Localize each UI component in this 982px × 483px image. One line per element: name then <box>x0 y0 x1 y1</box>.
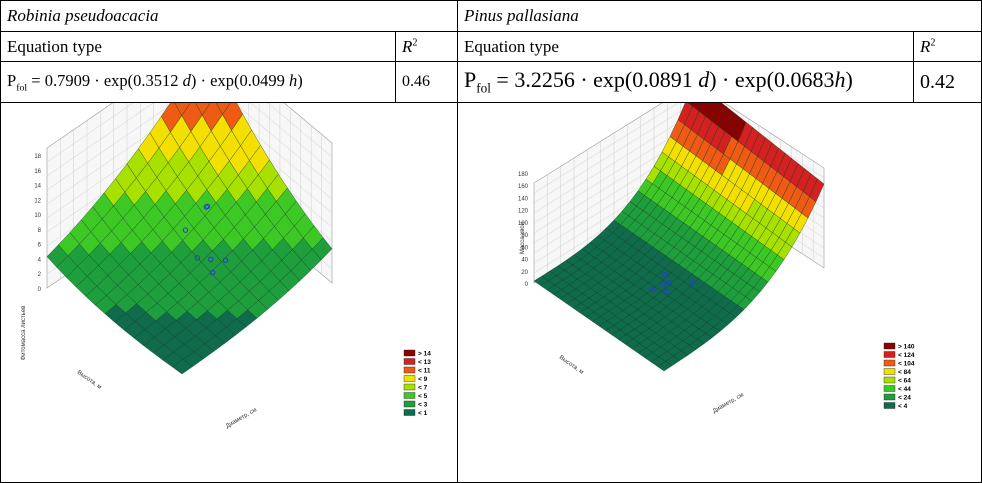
legend-label: < 13 <box>418 359 431 366</box>
legend-swatch <box>403 375 416 382</box>
surface-patch <box>692 103 703 112</box>
surface-plot-pinus: 0 20 40 60 80 100 120 140 160 180 Масса хвои Высота… <box>518 103 915 415</box>
legend-label: < 7 <box>418 385 428 392</box>
surface-plot-cell-pinus: 0 20 40 60 80 100 120 140 160 180 Масса хвои Высота… <box>456 102 982 483</box>
z-tick-label: 4 <box>38 257 42 263</box>
surface-patch <box>698 103 711 117</box>
legend-label: < 84 <box>898 369 911 376</box>
z-axis-label: Фитомасса листьев <box>21 306 27 361</box>
z-tick-label: 0 <box>38 287 42 293</box>
observation-point <box>204 203 211 210</box>
equation-type-header-left: Equation type <box>0 31 396 62</box>
r2-value-pinus: 0.42 <box>912 61 982 103</box>
z-tick-label: 20 <box>521 270 528 276</box>
legend-label: < 24 <box>898 395 911 402</box>
surface-patch <box>195 103 211 116</box>
z-tick-label: 6 <box>38 243 42 249</box>
z-tick-label: 16 <box>34 169 41 175</box>
legend-swatch <box>883 393 896 401</box>
legend-label: < 3 <box>418 402 428 409</box>
legend-swatch <box>403 409 416 416</box>
z-tick-label: 8 <box>38 228 42 234</box>
legend-swatch <box>883 402 896 409</box>
surface-patch <box>216 103 231 115</box>
observation-point <box>207 256 214 263</box>
z-tick-label: 160 <box>518 184 529 190</box>
legend-swatch <box>403 392 416 399</box>
z-tick-label: 140 <box>518 196 529 202</box>
observation-point <box>663 288 670 295</box>
observation-point <box>666 280 672 286</box>
y-axis-label: Высота, м <box>558 355 584 376</box>
surface-patch <box>174 103 191 116</box>
observation-point <box>210 269 216 276</box>
legend-swatch <box>403 358 416 365</box>
r2-header-left: R2 <box>395 31 458 62</box>
surface-plot-cell-robinia: 0 2 4 6 8 10 12 14 16 18 Фитомасса листьев Высота, … <box>0 102 458 483</box>
z-tick-label: 12 <box>34 198 41 204</box>
y-axis-label: Высота, м <box>76 370 102 391</box>
observation-point <box>222 257 229 263</box>
surface-patch <box>688 103 694 107</box>
legend-label: > 14 <box>418 351 431 358</box>
legend-label: < 11 <box>418 368 431 375</box>
legend-label: < 4 <box>898 403 908 410</box>
r2-header-right: R2 <box>912 31 982 62</box>
z-tick-label: 120 <box>518 209 529 215</box>
species-robinia: Robinia pseudoacacia <box>0 0 458 32</box>
z-tick-label: 60 <box>521 245 528 251</box>
legend-swatch <box>403 383 416 391</box>
z-tick-label: 10 <box>34 213 41 219</box>
equation-robinia: Pfol = 0.7909 · exp(0.3512 d) · exp(0.04… <box>0 61 396 103</box>
observation-point <box>660 282 666 288</box>
legend-swatch <box>883 368 896 375</box>
legend-label: < 1 <box>418 410 428 417</box>
legend-label: < 44 <box>898 386 911 393</box>
legend-label: < 64 <box>898 378 911 385</box>
surface-plot-robinia: 0 2 4 6 8 10 12 14 16 18 Фитомасса листьев Высота, … <box>21 103 431 430</box>
observation-point <box>689 279 695 286</box>
legend-swatch <box>883 385 896 392</box>
equation-pinus: Pfol = 3.2256 · exp(0.0891 d) · exp(0.06… <box>457 61 914 103</box>
z-tick-label: 100 <box>518 221 529 227</box>
legend-swatch <box>403 400 416 408</box>
legend-label: < 5 <box>418 393 428 400</box>
z-tick-label: 180 <box>518 172 529 178</box>
observation-point <box>649 286 656 293</box>
legend-swatch <box>403 349 416 357</box>
legend-label: < 9 <box>418 376 428 383</box>
z-tick-label: 80 <box>521 233 528 239</box>
legend-swatch <box>883 376 896 384</box>
observation-point <box>661 271 668 278</box>
z-tick-label: 2 <box>38 272 42 278</box>
legend-swatch <box>403 366 416 374</box>
z-tick-label: 18 <box>34 154 41 160</box>
equation-type-header-right: Equation type <box>457 31 914 62</box>
r2-value-robinia: 0.46 <box>395 61 458 103</box>
legend-swatch <box>883 342 896 350</box>
z-tick-label: 14 <box>34 184 41 190</box>
legend-label: > 140 <box>898 344 915 351</box>
legend-swatch <box>883 359 896 367</box>
z-tick-label: 0 <box>525 282 529 288</box>
z-tick-label: 40 <box>521 258 528 264</box>
legend-label: < 104 <box>898 361 915 368</box>
x-axis-label: Диаметр, см <box>712 392 745 414</box>
z-axis-label: Масса хвои <box>520 222 526 254</box>
legend-label: < 124 <box>898 352 915 359</box>
observation-point <box>182 227 189 233</box>
x-axis-label: Диаметр, см <box>225 407 258 429</box>
surface-patch <box>222 103 243 131</box>
species-pinus: Pinus pallasiana <box>456 0 982 32</box>
observation-point <box>194 255 201 261</box>
legend-swatch <box>883 351 896 358</box>
